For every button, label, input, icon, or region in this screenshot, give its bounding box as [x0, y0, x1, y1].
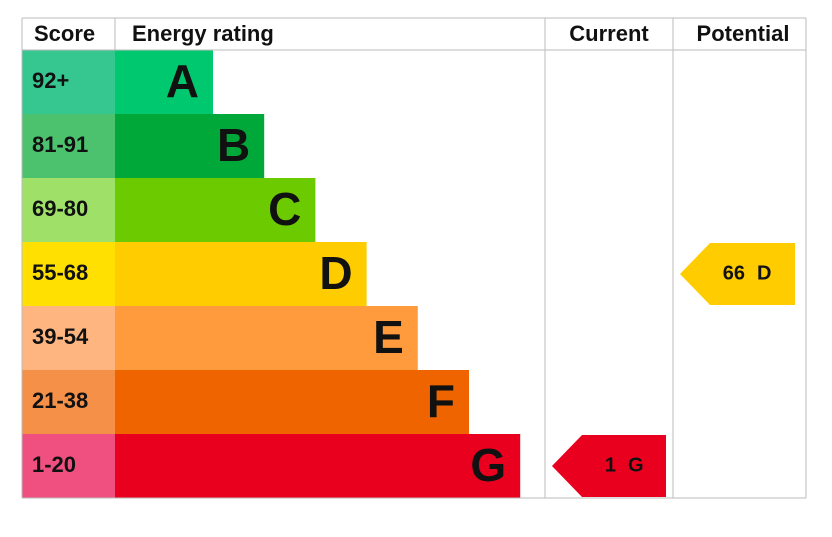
- rating-header: Energy rating: [132, 21, 274, 46]
- rating-bar: [115, 434, 521, 498]
- rating-bar: [115, 50, 213, 114]
- potential-letter: D: [757, 262, 771, 284]
- rating-bar: [115, 114, 265, 178]
- band-letter: C: [268, 183, 301, 235]
- band-letter: E: [373, 311, 404, 363]
- score-cell: [22, 242, 115, 306]
- rating-bar: [115, 178, 316, 242]
- potential-header: Potential: [697, 21, 790, 46]
- current-header: Current: [569, 21, 649, 46]
- potential-arrow: [680, 243, 795, 305]
- score-cell: [22, 434, 115, 498]
- score-cell: [22, 178, 115, 242]
- band-letter: F: [427, 375, 455, 427]
- score-label: 92+: [32, 68, 69, 93]
- current-letter: G: [628, 454, 644, 476]
- score-cell: [22, 50, 115, 114]
- score-label: 55-68: [32, 260, 88, 285]
- score-header: Score: [34, 21, 95, 46]
- score-cell: [22, 370, 115, 434]
- rating-bar: [115, 370, 469, 434]
- score-cell: [22, 114, 115, 178]
- header: Score Energy rating Current Potential: [34, 21, 789, 46]
- potential-value: 66: [723, 262, 745, 284]
- score-label: 1-20: [32, 452, 76, 477]
- score-cell: [22, 306, 115, 370]
- band-letter: B: [217, 119, 250, 171]
- score-label: 21-38: [32, 388, 88, 413]
- rating-bar: [115, 242, 367, 306]
- band-letter: G: [470, 439, 506, 491]
- score-label: 39-54: [32, 324, 89, 349]
- current-arrow: [552, 435, 666, 497]
- score-label: 69-80: [32, 196, 88, 221]
- rating-bar: [115, 306, 418, 370]
- band-letter: A: [166, 55, 199, 107]
- band-letter: D: [319, 247, 352, 299]
- score-label: 81-91: [32, 132, 88, 157]
- current-value: 1: [605, 454, 616, 476]
